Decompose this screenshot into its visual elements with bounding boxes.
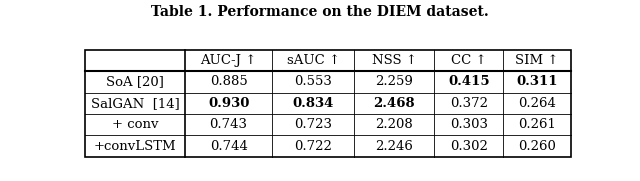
Text: 0.260: 0.260 <box>518 140 556 153</box>
Text: 2.468: 2.468 <box>374 97 415 110</box>
Text: SalGAN  [14]: SalGAN [14] <box>90 97 179 110</box>
Text: 0.415: 0.415 <box>448 75 490 88</box>
Text: 2.246: 2.246 <box>376 140 413 153</box>
Text: 0.930: 0.930 <box>208 97 250 110</box>
Text: 0.722: 0.722 <box>294 140 332 153</box>
Text: 0.553: 0.553 <box>294 75 332 88</box>
Text: 0.372: 0.372 <box>450 97 488 110</box>
Text: sAUC ↑: sAUC ↑ <box>287 54 340 67</box>
Text: AUC-J ↑: AUC-J ↑ <box>200 54 257 67</box>
Text: Table 1. Performance on the DIEM dataset.: Table 1. Performance on the DIEM dataset… <box>151 5 489 19</box>
Text: + conv: + conv <box>111 118 158 131</box>
Text: 0.264: 0.264 <box>518 97 556 110</box>
Text: 0.743: 0.743 <box>210 118 248 131</box>
Text: SIM ↑: SIM ↑ <box>515 54 559 67</box>
Text: 0.261: 0.261 <box>518 118 556 131</box>
Text: 0.885: 0.885 <box>210 75 248 88</box>
Text: CC ↑: CC ↑ <box>451 54 486 67</box>
Text: 2.208: 2.208 <box>376 118 413 131</box>
Text: 0.744: 0.744 <box>210 140 248 153</box>
Text: 2.259: 2.259 <box>376 75 413 88</box>
Text: 0.311: 0.311 <box>516 75 558 88</box>
Text: 0.303: 0.303 <box>450 118 488 131</box>
Text: +convLSTM: +convLSTM <box>93 140 176 153</box>
Text: SoA [20]: SoA [20] <box>106 75 164 88</box>
Text: 0.302: 0.302 <box>450 140 488 153</box>
Text: 0.834: 0.834 <box>292 97 334 110</box>
Bar <box>85 50 571 157</box>
Text: NSS ↑: NSS ↑ <box>372 54 417 67</box>
Text: 0.723: 0.723 <box>294 118 332 131</box>
